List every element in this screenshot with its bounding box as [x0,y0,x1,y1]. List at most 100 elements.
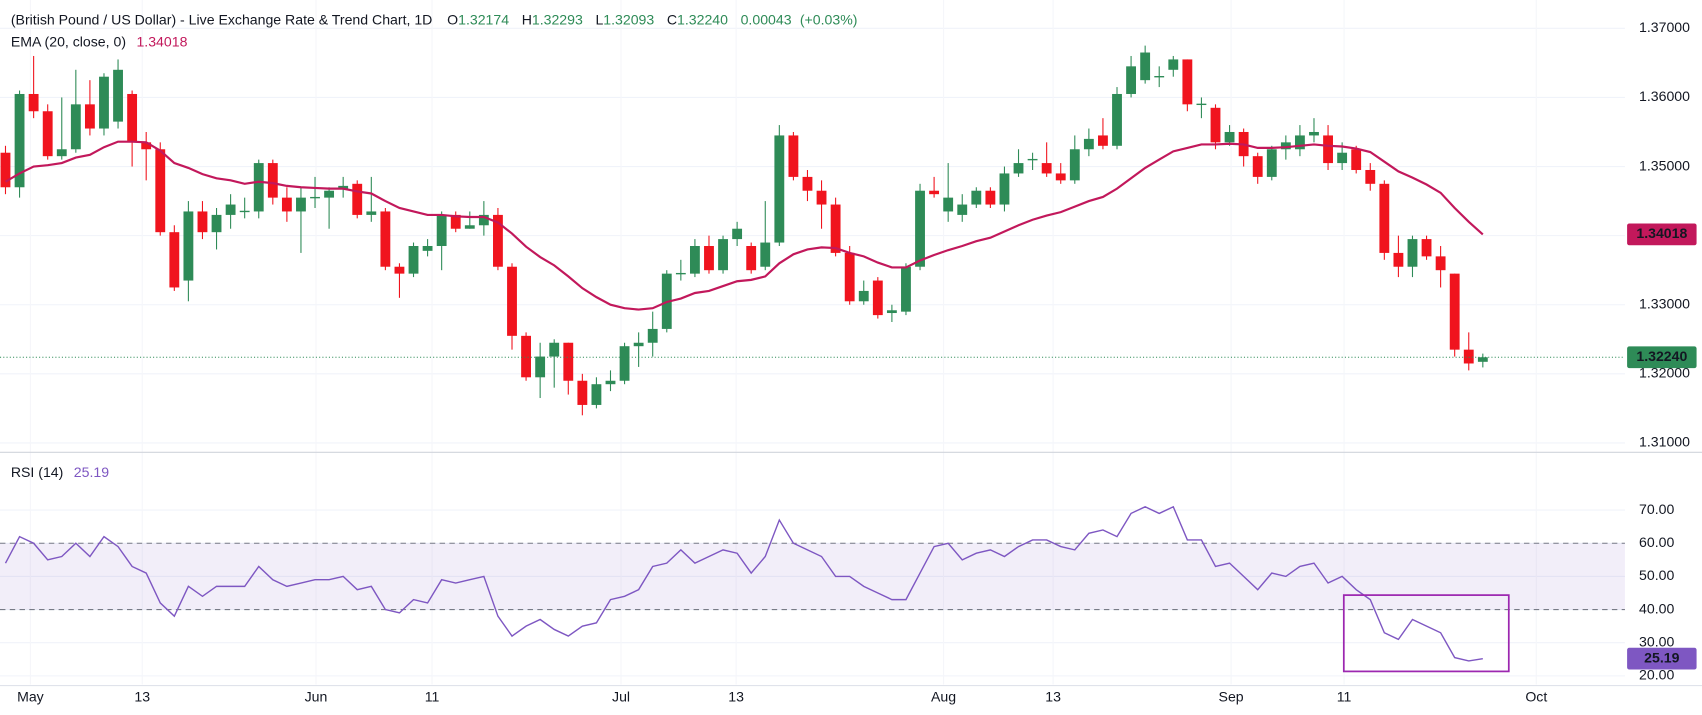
change-percent: (+0.03%) [800,11,858,27]
candle-body [563,342,574,381]
candle-body [1421,239,1432,257]
candle-body [985,190,996,205]
candle-body [296,197,306,212]
ohlc-value: 1.32293 [532,11,583,27]
candle-body [422,246,433,251]
candle-body [957,204,968,215]
candle-body [746,246,757,271]
ema-tag-bg [1627,223,1697,246]
candle-body [886,310,897,314]
candle-body [1323,135,1333,164]
candle-body [830,204,841,253]
candle-body [605,380,616,385]
candle-body [141,142,152,150]
candle-body [28,93,39,112]
rsi-name: RSI (14) [11,464,63,480]
candle-body [549,342,560,357]
candle-body [1365,169,1376,184]
y-tick-label: 1.31000 [1639,434,1690,450]
label-layer: (British Pound / US Dollar) - Live Excha… [11,11,1697,704]
candle-body [1098,135,1108,146]
x-tick-label: Jun [305,688,328,704]
x-tick-label: 11 [425,688,440,704]
candle-body [1393,252,1404,267]
rsi-legend: RSI (14) 25.19 [11,464,109,480]
candle-body [1182,59,1193,105]
ema-legend: EMA (20, close, 0) 1.34018 [11,33,188,49]
candle-body [1027,158,1038,161]
candle-body [1041,163,1052,174]
mark-layer [0,45,1625,662]
candle-body [493,214,503,267]
rsi-tag-bg [1627,647,1697,670]
ohlc-key: C [667,11,677,27]
candle-body [352,183,363,215]
candle-body [380,211,391,267]
candle-body [802,176,813,191]
candle-body [310,196,320,199]
ohlc-key: H [522,11,532,27]
candle-body [507,266,517,336]
y-tick-label: 1.32000 [1639,365,1690,381]
candle-body [760,242,771,267]
candle-body [197,211,208,233]
candle-body [0,152,11,188]
candle-body [1280,142,1291,150]
candle-body [788,135,799,177]
ohlc-key: L [595,11,603,27]
candle-body [42,111,53,157]
candle-body [1463,349,1474,364]
candle-body [971,190,982,205]
candle-body [1435,256,1446,271]
candle-body [521,335,531,378]
candle-body [155,149,166,233]
candle-body [704,246,714,271]
x-tick-label: Aug [931,688,956,704]
price-tag: 1.32240 [1636,348,1687,364]
candle-body [535,356,546,378]
y-tick-label: 1.33000 [1639,295,1690,311]
candle-body [774,135,785,243]
candle-body [478,214,489,226]
rsi-tick-label: 60.00 [1639,534,1674,550]
candle-body [1154,76,1165,78]
candle-body [239,210,250,213]
rsi-tick-label: 30.00 [1639,633,1674,649]
candle-body [56,149,67,157]
candle-body [1126,66,1137,94]
candle-body [338,185,349,189]
rsi-value: 25.19 [74,464,109,480]
candle-body [1112,93,1122,146]
candle-body [1168,59,1179,70]
price-tag-bg [1627,346,1697,369]
x-tick-label: 13 [728,688,744,704]
candle-body [253,163,264,212]
candle-body [816,190,827,205]
candle-body [408,246,419,274]
candle-body [1196,103,1207,106]
candle-body [1055,173,1066,181]
candle-body [1449,273,1460,350]
candle-body [1210,107,1221,143]
candle-body [943,197,954,212]
x-tick-label: 13 [134,688,150,704]
ohlc-key: O [447,11,458,27]
candle-body [1477,357,1488,362]
rsi-tick-label: 70.00 [1639,501,1674,517]
candle-body [591,384,602,405]
candle-body [183,211,194,281]
change-value: 0.00043 [741,11,792,27]
candle-body [1351,149,1362,170]
candle-body [436,214,447,247]
candle-body [1337,152,1348,164]
candle-body [267,163,278,198]
candle-body [872,280,883,316]
x-tick-label: Oct [1525,688,1547,704]
candle-body [858,290,869,302]
chart-title: (British Pound / US Dollar) - Live Excha… [11,11,858,27]
candle-body [281,197,292,212]
candle-body [901,266,911,312]
candle-body [1407,239,1418,267]
candle-body [619,346,630,381]
